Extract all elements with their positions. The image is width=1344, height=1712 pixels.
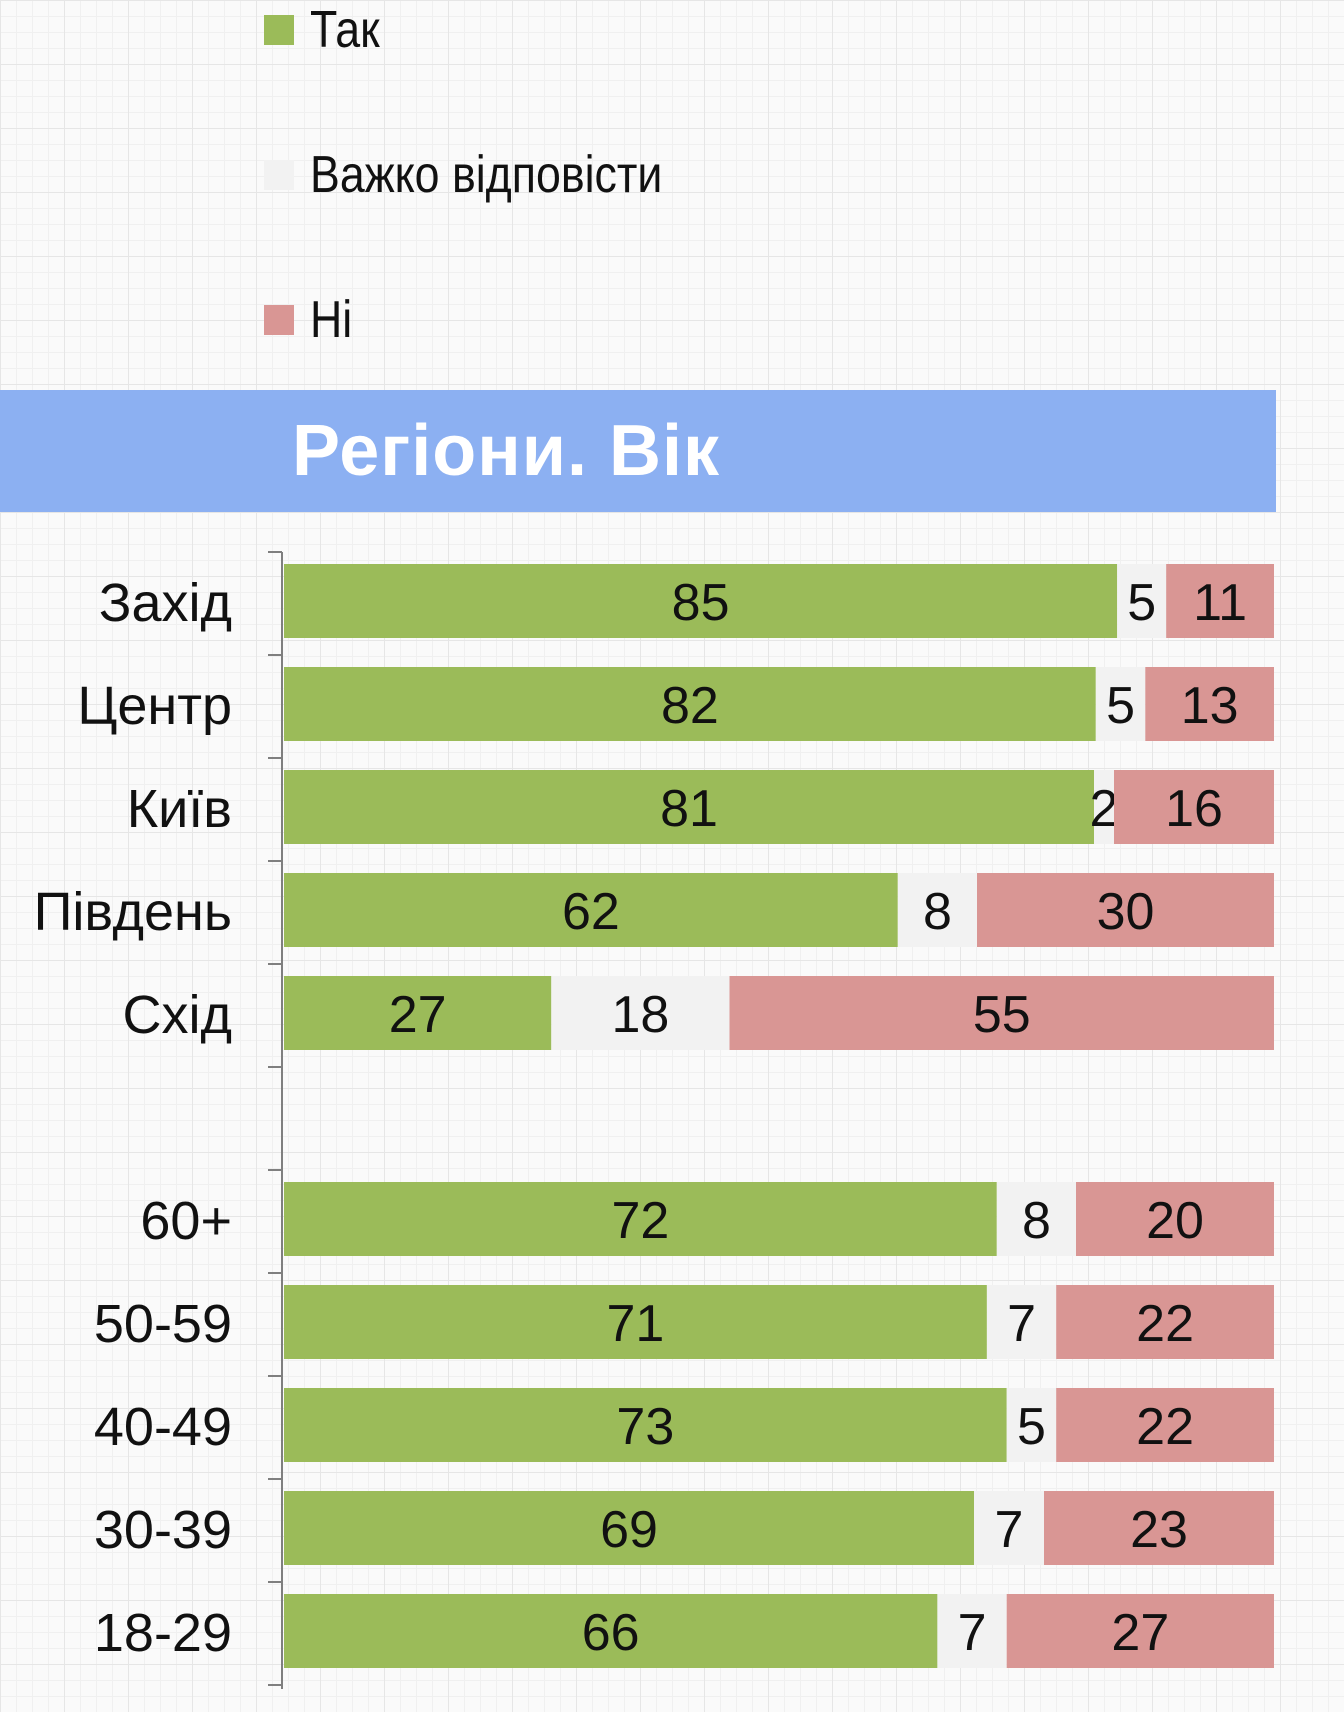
bar-segment-yes (284, 770, 1094, 844)
bar-segment-no (1076, 1182, 1274, 1256)
data-label: 27 (389, 986, 447, 1044)
data-label: 69 (600, 1501, 658, 1559)
category-label: Схід (122, 985, 232, 1045)
legend-swatch-no (264, 305, 294, 335)
category-label: 30-39 (94, 1500, 232, 1560)
bar-segment-yes (284, 564, 1118, 638)
data-label: 16 (1165, 780, 1223, 838)
bar-segment-no (1044, 1491, 1274, 1565)
data-label: 18 (611, 986, 669, 1044)
legend-item-no: Ні (264, 290, 359, 350)
category-label: 40-49 (94, 1397, 232, 1457)
data-label: 20 (1146, 1192, 1204, 1250)
bar-segment-no (1056, 1388, 1274, 1462)
data-label: 8 (1022, 1192, 1051, 1250)
data-label: 73 (616, 1398, 674, 1456)
legend-item-hard-to-say: Важко відповісти (264, 145, 720, 205)
bar-segment-hard-to-say (986, 1285, 1057, 1359)
legend-label-yes: Так (310, 1, 380, 59)
bar-segment-hard-to-say (1094, 770, 1114, 844)
bar-segment-hard-to-say (1095, 667, 1146, 741)
bar-segment-no (1166, 564, 1274, 638)
bar-segment-hard-to-say (897, 873, 977, 947)
category-label: Центр (77, 676, 232, 736)
legend-label-hard-to-say: Важко відповісти (310, 146, 663, 204)
data-label: 13 (1181, 677, 1239, 735)
bar-segment-yes (284, 667, 1096, 741)
data-label: 71 (607, 1295, 665, 1353)
category-label: Південь (34, 882, 232, 942)
bar-segment-hard-to-say (551, 976, 730, 1050)
legend-label-no: Ні (310, 291, 353, 349)
legend-swatch-yes (264, 15, 294, 45)
bar-segment-no (1006, 1594, 1274, 1668)
bar-segment-yes (284, 1285, 987, 1359)
data-label: 66 (582, 1604, 640, 1662)
data-label: 5 (1127, 574, 1156, 632)
data-label: 82 (661, 677, 719, 735)
category-label: 60+ (140, 1191, 232, 1251)
bar-segment-no (729, 976, 1274, 1050)
bar-segment-hard-to-say (1117, 564, 1167, 638)
data-label: 7 (958, 1604, 987, 1662)
data-label: 72 (611, 1192, 669, 1250)
category-label: Захід (99, 573, 232, 633)
category-label: 18-29 (94, 1603, 232, 1663)
bar-segment-hard-to-say (937, 1594, 1007, 1668)
bar-segment-yes (284, 1594, 938, 1668)
data-label: 55 (973, 986, 1031, 1044)
section-banner: Регіони. Вік (0, 390, 1276, 512)
bar-segment-yes (284, 1491, 974, 1565)
bar-segment-hard-to-say (974, 1491, 1044, 1565)
chart-legend: Так Важко відповісти Ні (264, 0, 964, 360)
bar-segment-yes (284, 1388, 1007, 1462)
data-label: 27 (1111, 1604, 1169, 1662)
data-label: 8 (923, 883, 952, 941)
data-label: 23 (1130, 1501, 1188, 1559)
data-label: 7 (1007, 1295, 1036, 1353)
data-label: 30 (1097, 883, 1155, 941)
section-title: Регіони. Вік (292, 411, 721, 491)
bar-segment-yes (284, 873, 898, 947)
category-label: 50-59 (94, 1294, 232, 1354)
data-label: 62 (562, 883, 620, 941)
data-label: 5 (1017, 1398, 1046, 1456)
bar-segment-no (977, 873, 1274, 947)
bar-segment-no (1145, 667, 1274, 741)
data-label: 2 (1090, 780, 1119, 838)
bar-segment-hard-to-say (1006, 1388, 1057, 1462)
data-label: 85 (672, 574, 730, 632)
bar-segment-yes (284, 976, 552, 1050)
category-label: Київ (127, 779, 232, 839)
data-label: 5 (1106, 677, 1135, 735)
legend-swatch-hard-to-say (264, 160, 294, 190)
data-label: 22 (1136, 1398, 1194, 1456)
bar-segment-yes (284, 1182, 997, 1256)
bar-segment-no (1114, 770, 1274, 844)
data-label: 11 (1193, 574, 1247, 632)
bar-segment-hard-to-say (996, 1182, 1076, 1256)
legend-item-yes: Так (264, 0, 391, 60)
data-label: 7 (995, 1501, 1024, 1559)
data-label: 81 (660, 780, 718, 838)
bar-segment-no (1056, 1285, 1274, 1359)
data-label: 22 (1136, 1295, 1194, 1353)
